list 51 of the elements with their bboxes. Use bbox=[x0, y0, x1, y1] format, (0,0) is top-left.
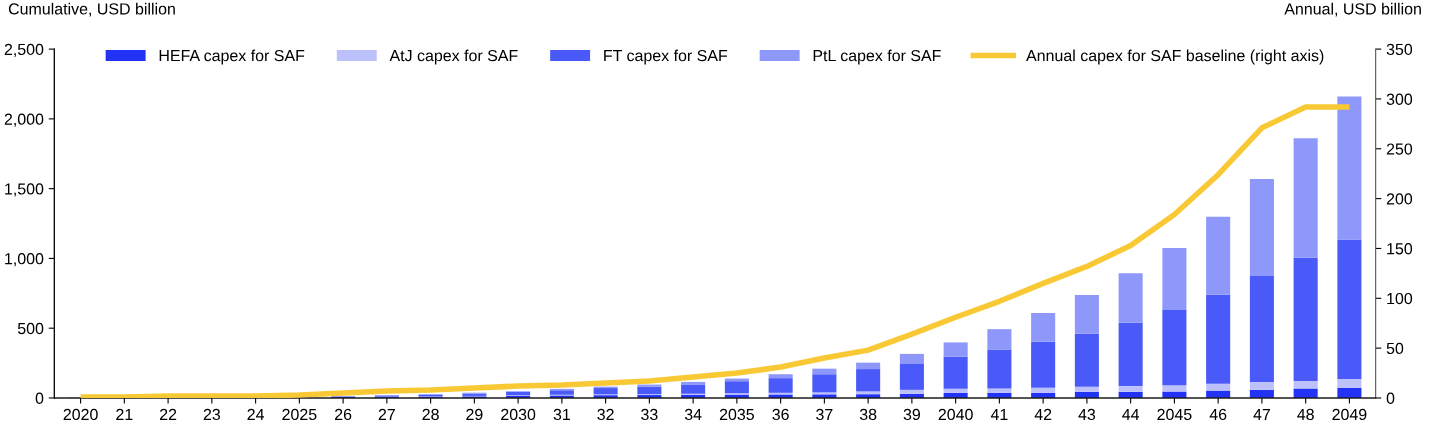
x-tick-label: 42 bbox=[1034, 408, 1052, 420]
y-axis-title: Cumulative, USD billion bbox=[8, 2, 175, 17]
x-tick-label: 2025 bbox=[282, 408, 317, 421]
legend-label: AtJ capex for SAF bbox=[389, 49, 518, 65]
legend-label: HEFA capex for SAF bbox=[159, 49, 305, 65]
y-tick-label: 1,500 bbox=[5, 183, 44, 197]
x-tick-label: 34 bbox=[684, 408, 702, 421]
y2-tick-label: 0 bbox=[1386, 392, 1395, 404]
x-tick-label: 32 bbox=[597, 408, 614, 421]
y2-tick-label: 150 bbox=[1387, 243, 1413, 255]
x-tick-label: 26 bbox=[335, 408, 352, 421]
x-tick-label: 47 bbox=[1253, 408, 1270, 420]
x-tick-label: 41 bbox=[990, 408, 1008, 420]
x-tick-label: 44 bbox=[1122, 408, 1140, 420]
x-tick-label: 39 bbox=[903, 408, 921, 421]
x-tick-label: 31 bbox=[553, 408, 570, 421]
y2-tick-label: 100 bbox=[1387, 292, 1413, 305]
y-tick-label: 2,000 bbox=[4, 113, 44, 127]
y-tick-label: 0 bbox=[35, 392, 44, 404]
y2-tick-label: 350 bbox=[1386, 43, 1413, 56]
legend-label: PtL capex for SAF bbox=[813, 49, 941, 65]
legend-label: Annual capex for SAF baseline (right axis) bbox=[1026, 49, 1324, 65]
y2-tick-label: 250 bbox=[1386, 143, 1413, 155]
x-tick-label: 33 bbox=[641, 408, 658, 421]
y2-tick-label: 200 bbox=[1386, 193, 1413, 205]
y-tick-label: 2,500 bbox=[4, 43, 44, 57]
x-tick-label: 38 bbox=[859, 408, 877, 421]
x-tick-label: 36 bbox=[772, 408, 789, 421]
x-tick-label: 24 bbox=[247, 408, 265, 420]
y2-tick-label: 50 bbox=[1386, 342, 1404, 355]
x-tick-label: 2049 bbox=[1332, 408, 1367, 421]
y-tick-label: 500 bbox=[17, 322, 44, 335]
legend-label: FT capex for SAF bbox=[604, 49, 728, 65]
x-tick-label: 23 bbox=[203, 408, 221, 421]
x-tick-label: 37 bbox=[816, 408, 833, 421]
y2-tick-label: 300 bbox=[1386, 93, 1413, 105]
x-tick-label: 21 bbox=[116, 408, 133, 420]
x-tick-label: 46 bbox=[1209, 408, 1227, 421]
y2-axis-title: Annual, USD billion bbox=[1284, 2, 1421, 17]
x-tick-label: 29 bbox=[466, 408, 483, 421]
x-tick-label: 2040 bbox=[938, 408, 973, 421]
x-tick-label: 2030 bbox=[501, 408, 536, 421]
x-tick-label: 2020 bbox=[63, 408, 98, 421]
x-tick-label: 2035 bbox=[719, 408, 754, 421]
x-tick-label: 27 bbox=[378, 408, 395, 420]
x-tick-label: 2045 bbox=[1157, 408, 1192, 421]
x-tick-label: 28 bbox=[422, 408, 439, 421]
x-tick-label: 48 bbox=[1297, 408, 1314, 421]
y-tick-label: 1,000 bbox=[5, 253, 44, 267]
x-tick-label: 43 bbox=[1078, 408, 1096, 421]
x-tick-label: 22 bbox=[160, 408, 177, 420]
